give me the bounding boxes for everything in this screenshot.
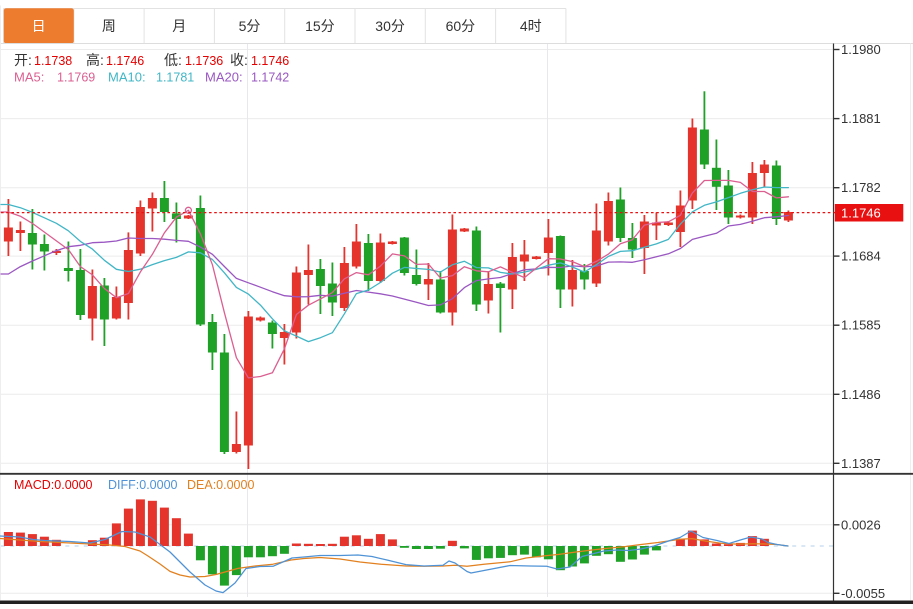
svg-text:月: 月 (172, 18, 186, 34)
svg-text:收:: 收: (230, 52, 248, 68)
svg-text:1.1738: 1.1738 (34, 54, 72, 68)
svg-text:1.1736: 1.1736 (185, 54, 223, 68)
svg-text:4时: 4时 (520, 18, 542, 34)
svg-text:周: 周 (102, 18, 116, 34)
svg-text:1.1746: 1.1746 (251, 54, 289, 68)
svg-text:-0.0055: -0.0055 (841, 586, 885, 601)
svg-text:1.1684: 1.1684 (841, 249, 881, 264)
svg-text:1.1746: 1.1746 (106, 54, 144, 68)
svg-text:1.1742: 1.1742 (251, 71, 289, 85)
svg-text:15分: 15分 (305, 18, 335, 34)
svg-text:1.1881: 1.1881 (841, 111, 881, 126)
svg-text:日: 日 (32, 18, 46, 34)
svg-text:DIFF:0.0000: DIFF:0.0000 (108, 478, 178, 492)
svg-text:1.1769: 1.1769 (57, 71, 95, 85)
svg-text:MA10:: MA10: (108, 70, 146, 85)
svg-text:开:: 开: (14, 52, 32, 68)
svg-text:1.1746: 1.1746 (841, 206, 881, 221)
svg-text:MA5:: MA5: (14, 70, 44, 85)
svg-text:1.1980: 1.1980 (841, 42, 881, 57)
svg-text:1.1585: 1.1585 (841, 318, 881, 333)
svg-text:DEA:0.0000: DEA:0.0000 (187, 478, 254, 492)
svg-text:1.1387: 1.1387 (841, 456, 881, 471)
svg-text:1.1781: 1.1781 (156, 71, 194, 85)
svg-text:30分: 30分 (375, 18, 405, 34)
svg-text:MACD:0.0000: MACD:0.0000 (14, 478, 93, 492)
svg-text:5分: 5分 (239, 18, 261, 34)
svg-text:1.1782: 1.1782 (841, 180, 881, 195)
svg-text:MA20:: MA20: (205, 70, 243, 85)
svg-text:高:: 高: (86, 52, 104, 68)
svg-text:60分: 60分 (446, 18, 476, 34)
svg-text:1.1486: 1.1486 (841, 387, 881, 402)
svg-text:0.0026: 0.0026 (841, 517, 881, 532)
svg-text:低:: 低: (164, 52, 182, 68)
